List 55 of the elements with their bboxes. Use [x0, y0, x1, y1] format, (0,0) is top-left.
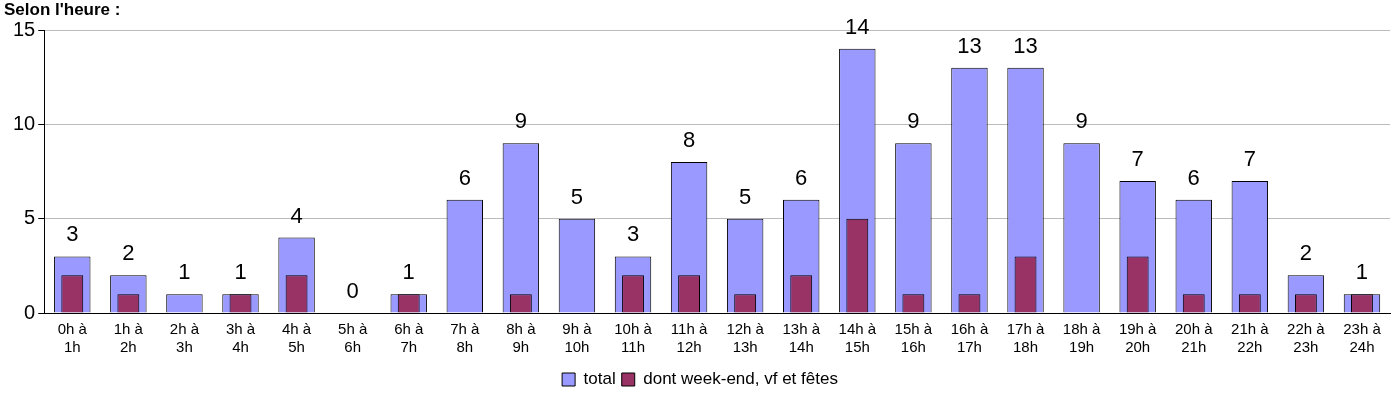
data-label: 2: [122, 240, 135, 266]
x-tick-label: 14h à 15h: [838, 320, 877, 356]
data-label: 7: [1243, 146, 1256, 171]
data-label: 9: [514, 108, 527, 134]
data-label: 1: [1355, 259, 1369, 285]
x-tick-label: 3h à 4h: [225, 320, 256, 356]
data-label: 8: [682, 127, 696, 153]
y-tick-label: 0: [24, 300, 36, 323]
x-tick-label: 16h à 17h: [950, 320, 989, 356]
x-tick-label: 7h à 8h: [450, 320, 481, 356]
x-tick-label: 22h à 23h: [1287, 320, 1326, 356]
data-label: 1: [234, 259, 247, 285]
x-tick-label: 9h à 10h: [562, 320, 593, 356]
x-tick-label: 8h à 9h: [506, 320, 537, 356]
data-label: 2: [1299, 240, 1313, 266]
data-label: 6: [1187, 164, 1200, 190]
x-tick-label: 15h à 16h: [894, 320, 933, 356]
x-tick-label: 4h à 5h: [281, 320, 312, 356]
x-tick-label: 1h à 2h: [113, 320, 144, 356]
chart-title: Selon l'heure :: [4, 0, 121, 20]
data-label: 13: [957, 32, 982, 58]
data-label: 0: [346, 278, 359, 304]
y-tick-label: 15: [13, 17, 36, 40]
data-label: 6: [458, 164, 471, 190]
data-label: 3: [66, 221, 79, 247]
x-tick-label: 21h à 22h: [1231, 320, 1270, 356]
data-label: 7: [1131, 146, 1144, 171]
legend-label: total: [583, 369, 616, 389]
data-label: 9: [907, 108, 920, 134]
x-tick-label: 6h à 7h: [394, 320, 424, 356]
data-label: 6: [795, 164, 808, 190]
x-tick-label: 2h à 3h: [169, 320, 200, 356]
data-label: 13: [1013, 32, 1038, 58]
y-tick-label: 10: [13, 111, 36, 134]
x-tick-label: 10h à 11h: [614, 320, 653, 356]
data-label: 5: [739, 183, 752, 209]
x-tick-label: 0h à 1h: [57, 320, 88, 356]
legend-label: dont week-end, vf et fêtes: [643, 369, 838, 389]
y-tick-label: 5: [24, 206, 36, 229]
data-label: 14: [845, 13, 870, 39]
data-label: 4: [290, 202, 303, 228]
data-label: 1: [402, 259, 415, 285]
x-tick-label: 23h à 24h: [1343, 320, 1382, 356]
data-label: 1: [178, 259, 191, 285]
x-tick-label: 11h à 12h: [670, 320, 708, 356]
x-tick-label: 5h à 6h: [338, 320, 368, 356]
x-tick-label: 17h à 18h: [1006, 320, 1045, 356]
x-tick-label: 12h à 13h: [726, 320, 765, 356]
x-tick-label: 19h à 20h: [1118, 320, 1158, 356]
data-label: 5: [570, 183, 584, 209]
x-tick-label: 13h à 14h: [782, 320, 821, 356]
data-label: 9: [1075, 108, 1088, 134]
data-label: 3: [626, 221, 640, 247]
x-tick-label: 18h à 19h: [1062, 320, 1102, 356]
x-tick-label: 20h à 21h: [1174, 320, 1214, 356]
